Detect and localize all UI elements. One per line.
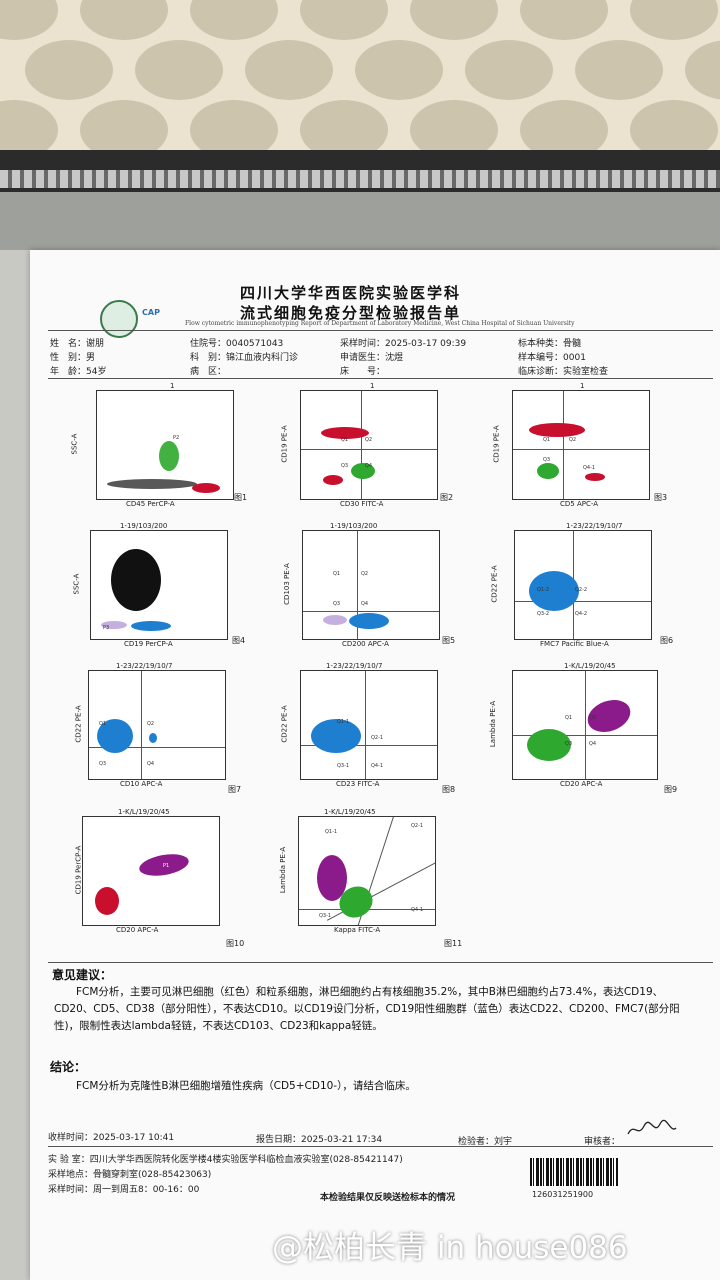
- sampling-time: 采样时间：周一到周五8：00-16：00: [48, 1185, 200, 1195]
- plot-4-fig: 图4: [232, 636, 246, 645]
- plot-3-fig: 图3: [654, 493, 668, 502]
- diagnosis-field: 临床诊断：实验室检查: [518, 367, 609, 377]
- plot-6-ylabel: CD22 PE-A: [490, 565, 499, 603]
- report-title: 四川大学华西医院实验医学科: [240, 284, 462, 302]
- plot-8: Q1-1 Q2-1 Q3-1 Q4-1: [300, 670, 438, 780]
- header-divider: [48, 330, 713, 331]
- plot-7-xlabel: CD10 APC-A: [120, 780, 163, 788]
- plot-4-ylabel: SSC-A: [72, 573, 81, 595]
- plot-10-title: 1-K/L/19/20/45: [118, 808, 170, 816]
- barcode: [530, 1158, 618, 1186]
- info-divider: [48, 378, 713, 379]
- plot-5-fig: 图5: [442, 636, 456, 645]
- plot-11-ylabel: Lambda PE-A: [279, 846, 288, 894]
- window-blind: [0, 0, 720, 150]
- plot-6-title: 1-23/22/19/10/7: [566, 522, 623, 530]
- plot-1-title: 1: [170, 382, 175, 390]
- plot-7-fig: 图7: [228, 785, 242, 794]
- cap-logo: CAP: [142, 308, 160, 317]
- plot-10: P1: [82, 816, 220, 926]
- watermark: @松柏长青 in house086: [272, 1230, 628, 1266]
- dept-field: 科 别：锦江血液内科门诊: [190, 353, 299, 363]
- plot-3-ylabel: CD19 PE-A: [492, 425, 501, 463]
- plot-5-ylabel: CD103 PE-A: [282, 563, 291, 605]
- plot-1-fig: 图1: [234, 493, 248, 502]
- plot-9: Q1 Q2 Q3 Q4: [512, 670, 658, 780]
- conclusion-text: FCM分析为克隆性B淋巴细胞增殖性疾病（CD5+CD10-），请结合临床。: [76, 1080, 416, 1092]
- plot-2-fig: 图2: [440, 493, 454, 502]
- plot-4-xlabel: CD19 PerCP-A: [124, 640, 173, 648]
- plot-2-ylabel: CD19 PE-A: [280, 425, 289, 463]
- gender-field: 性 别：男: [50, 353, 96, 363]
- plot-4: P3: [90, 530, 228, 640]
- footer-divider: [48, 1146, 713, 1147]
- specimen-type-field: 标本种类：骨髓: [518, 339, 582, 349]
- plots-divider: [48, 962, 713, 963]
- inpatient-field: 住院号：0040571043: [190, 339, 284, 349]
- opinion-heading: 意见建议：: [52, 968, 113, 982]
- sampling-place: 采样地点：骨髓穿刺室(028-85423063): [48, 1170, 212, 1180]
- english-title: Flow cytometric immunophenotyping Report…: [185, 320, 575, 327]
- plot-1-xlabel: CD45 PerCP-A: [126, 500, 175, 508]
- ward-field: 病 区：: [190, 367, 227, 377]
- tester: 检验者：刘宇: [458, 1137, 513, 1147]
- plot-5: Q1 Q2 Q3 Q4: [302, 530, 440, 640]
- report-paper: CAP 四川大学华西医院实验医学科 流式细胞免疫分型检验报告单 Flow cyt…: [30, 250, 720, 1280]
- plot-8-ylabel: CD22 PE-A: [280, 705, 289, 743]
- window-sill: [0, 192, 720, 250]
- age-field: 年 龄：54岁: [50, 367, 107, 377]
- blind-rail-stripe: [0, 170, 720, 188]
- plot-11-fig: 图11: [444, 939, 463, 948]
- plot-2: Q1 Q2 Q3 Q4: [300, 390, 438, 500]
- bed-field: 床 号：: [340, 367, 386, 377]
- plot-1-ylabel: SSC-A: [70, 433, 79, 455]
- plot-10-ylabel: CD19 PerCP-A: [74, 845, 83, 895]
- plot-6-fig: 图6: [660, 636, 674, 645]
- plot-10-fig: 图10: [226, 939, 245, 948]
- plot-9-title: 1-K/L/19/20/45: [564, 662, 616, 670]
- opinion-text: FCM分析，主要可见淋巴细胞（红色）和粒系细胞，淋巴细胞约占有核细胞35.2%，…: [54, 986, 680, 1032]
- plot-3-title: 1: [580, 382, 585, 390]
- plot-3: Q1 Q2 Q3 Q4-1: [512, 390, 650, 500]
- name-field: 姓 名：谢朋: [50, 339, 105, 349]
- report-date: 报告日期：2025-03-21 17:34: [256, 1135, 383, 1145]
- plot-11-xlabel: Kappa FITC-A: [334, 926, 381, 934]
- lab-address: 实 验 室：四川大学华西医院转化医学楼4楼实验医学科临检血液实验室(028-85…: [48, 1155, 403, 1165]
- plot-5-title: 1-19/103/200: [330, 522, 378, 530]
- plot-9-ylabel: Lambda PE-A: [489, 700, 498, 748]
- plot-6-xlabel: FMC7 Pacific Blue-A: [540, 640, 609, 648]
- disclaimer: 本检验结果仅反映送检标本的情况: [320, 1193, 456, 1203]
- plot-2-xlabel: CD30 FITC-A: [340, 500, 384, 508]
- barcode-number: 12603125190​0: [532, 1190, 594, 1199]
- plot-8-title: 1-23/22/19/10/7: [326, 662, 383, 670]
- collect-time-field: 采样时间：2025-03-17 09:39: [340, 339, 467, 349]
- plot-5-xlabel: CD200 APC-A: [342, 640, 389, 648]
- plot-1: P2: [96, 390, 234, 500]
- plot-4-title: 1-19/103/200: [120, 522, 168, 530]
- plot-9-fig: 图9: [664, 785, 678, 794]
- plot-10-xlabel: CD20 APC-A: [116, 926, 159, 934]
- doctor-field: 申请医生：沈煜: [340, 353, 404, 363]
- plot-6: Q1-2 Q2-2 Q3-2 Q4-2: [514, 530, 652, 640]
- specimen-no-field: 样本编号：0001: [518, 353, 586, 363]
- plot-8-xlabel: CD23 FITC-A: [336, 780, 380, 788]
- plot-7: Q1 Q2 Q3 Q4: [88, 670, 226, 780]
- plot-3-xlabel: CD5 APC-A: [560, 500, 599, 508]
- plot-7-ylabel: CD22 PE-A: [74, 705, 83, 743]
- plot-8-fig: 图8: [442, 785, 456, 794]
- conclusion-heading: 结论：: [50, 1060, 87, 1074]
- plot-7-title: 1-23/22/19/10/7: [116, 662, 173, 670]
- plot-11: Q1-1 Q2-1 Q3-1 Q4-1: [298, 816, 436, 926]
- reviewer-signature: [627, 1119, 677, 1135]
- plot-9-xlabel: CD20 APC-A: [560, 780, 603, 788]
- plot-11-title: 1-K/L/19/20/45: [324, 808, 376, 816]
- reviewer: 审核者：: [584, 1137, 621, 1147]
- receive-time: 收样时间：2025-03-17 10:41: [48, 1133, 175, 1143]
- hospital-logo-icon: [100, 300, 138, 338]
- report-subtitle: 流式细胞免疫分型检验报告单: [240, 304, 462, 322]
- plot-2-title: 1: [370, 382, 375, 390]
